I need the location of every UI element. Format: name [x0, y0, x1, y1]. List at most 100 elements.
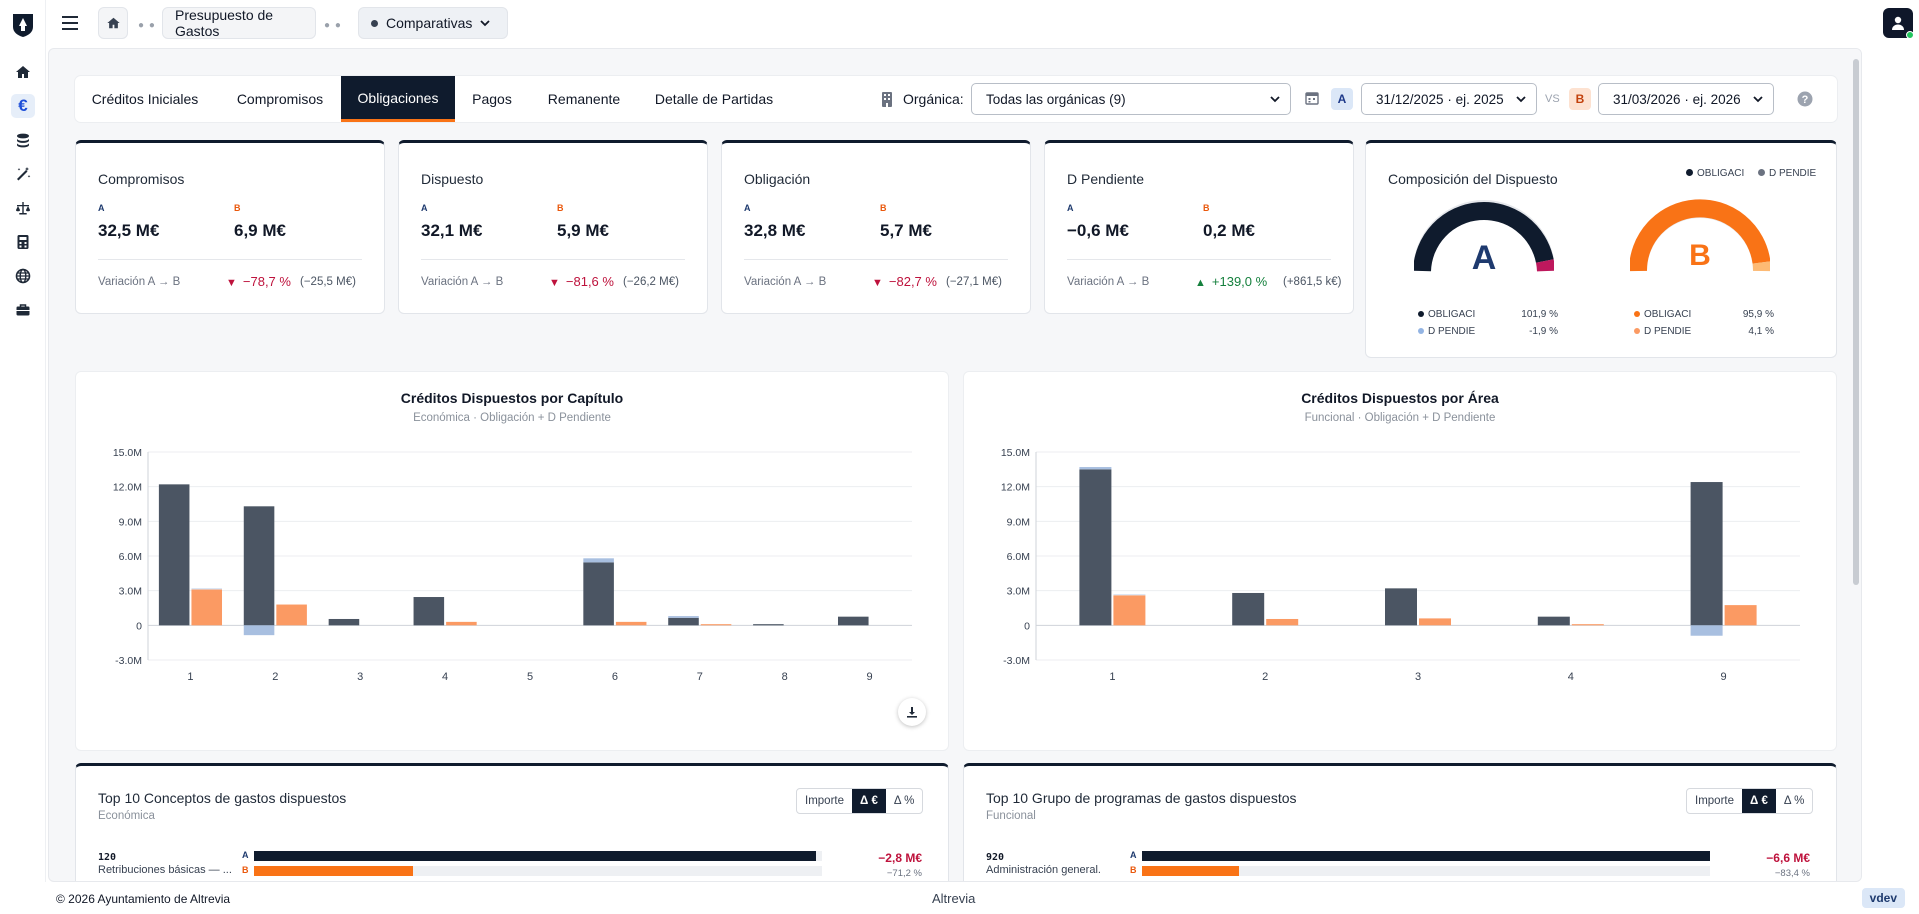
- building-icon: [882, 92, 892, 107]
- bar-a: [158, 484, 190, 626]
- menu-icon[interactable]: [62, 16, 78, 30]
- row-code: 920: [986, 852, 1005, 863]
- tab-pagos[interactable]: Pagos: [472, 91, 512, 107]
- briefcase-icon[interactable]: [11, 298, 35, 322]
- legend-d-pendie[interactable]: D PENDIE: [1758, 168, 1816, 179]
- row-a-label: A: [1130, 850, 1137, 860]
- x-tick-label: 9: [866, 671, 872, 683]
- toggle-delta-pct[interactable]: Δ %: [1783, 795, 1805, 807]
- row-b-bar[interactable]: [1142, 866, 1239, 876]
- scale-icon[interactable]: [11, 196, 35, 220]
- kpi-b-label: B: [880, 203, 887, 213]
- bar-a: [753, 624, 784, 626]
- euro-icon[interactable]: €: [11, 94, 35, 118]
- row-a-bar[interactable]: [254, 851, 817, 861]
- tab-creditos-iniciales[interactable]: Créditos Iniciales: [91, 91, 199, 107]
- top10-subtitle: Económica: [98, 810, 155, 822]
- current-dot-icon: [371, 19, 378, 27]
- vertical-scrollbar[interactable]: [1851, 49, 1861, 881]
- chart-card-capitulo: Créditos Dispuestos por Capítulo Económi…: [75, 371, 949, 751]
- kpi-divider: [1067, 259, 1331, 260]
- gauge-a-d-pendie-value: -1,9 %: [1529, 326, 1558, 337]
- tab-compromisos[interactable]: Compromisos: [236, 91, 324, 107]
- kpi-divider: [744, 259, 1008, 260]
- date-b-select[interactable]: 31/03/2026 · ej. 2026: [1598, 83, 1774, 115]
- arrow-down-icon: ▼: [549, 277, 560, 289]
- x-tick-label: 5: [527, 671, 533, 683]
- y-tick-label: 3.0M: [119, 586, 142, 598]
- coins-icon[interactable]: [11, 128, 35, 152]
- y-tick-label: 12.0M: [113, 482, 142, 494]
- breadcrumb-home[interactable]: [98, 7, 128, 39]
- side-rail: €: [0, 0, 46, 914]
- y-tick-label: 15.0M: [1001, 447, 1030, 459]
- tab-remanente[interactable]: Remanente: [547, 91, 621, 107]
- kpi-title: D Pendiente: [1067, 171, 1145, 187]
- bar-b: [615, 621, 647, 626]
- bar-a-pending: [243, 625, 275, 636]
- x-tick-label: 6: [612, 671, 618, 683]
- row-pct: −71,2 %: [886, 868, 922, 879]
- kpi-delta: ▼ −78,7 %: [226, 274, 291, 289]
- help-icon[interactable]: ?: [1797, 91, 1813, 107]
- organica-select[interactable]: Todas las orgánicas (9): [971, 83, 1291, 115]
- tab-obligaciones[interactable]: Obligaciones: [341, 76, 455, 122]
- gauge-b-letter: B: [1689, 239, 1711, 272]
- kpi-abs-delta: (−25,5 M€): [300, 276, 356, 288]
- chevron-down-icon: [1270, 96, 1280, 103]
- bar-a: [1385, 588, 1417, 626]
- city-shield-logo[interactable]: [10, 12, 36, 38]
- x-tick-label: 2: [1262, 671, 1268, 683]
- bar-a-pending: [1690, 625, 1723, 636]
- breadcrumb-section[interactable]: Presupuesto de Gastos: [162, 7, 316, 39]
- user-avatar[interactable]: [1883, 8, 1914, 39]
- top10-card-conceptos: Top 10 Conceptos de gastos dispuestos Ec…: [75, 763, 949, 881]
- kpi-abs-delta: (−27,1 M€): [946, 276, 1002, 288]
- row-b-bar[interactable]: [254, 866, 414, 876]
- toggle-delta-eur[interactable]: Δ €: [852, 789, 886, 813]
- kpi-b-value: 5,9 M€: [557, 221, 609, 240]
- calculator-icon[interactable]: [11, 230, 35, 254]
- calendar-icon: [1305, 92, 1319, 105]
- bar-b: [446, 621, 477, 626]
- badge-a: A: [1331, 88, 1353, 110]
- chevron-down-icon: [1516, 96, 1526, 103]
- legend-obligaci[interactable]: OBLIGACI: [1686, 168, 1744, 179]
- y-tick-label: 6.0M: [1007, 551, 1030, 563]
- footer-copyright: © 2026 Ayuntamiento de Altrevia: [56, 892, 231, 906]
- toggle-delta-pct[interactable]: Δ %: [893, 795, 915, 807]
- toggle-importe[interactable]: Importe: [805, 795, 844, 807]
- x-tick-label: 1: [187, 671, 193, 683]
- kpi-b-value: 6,9 M€: [234, 221, 286, 240]
- row-code: 120: [98, 852, 117, 863]
- gauge-b: [1630, 199, 1770, 272]
- breadcrumb-current-dropdown[interactable]: Comparativas: [358, 7, 508, 39]
- toggle-delta-eur[interactable]: Δ €: [1742, 789, 1776, 813]
- kpi-a-label: A: [744, 203, 751, 213]
- kpi-title: Obligación: [744, 171, 811, 187]
- download-button[interactable]: [898, 698, 926, 726]
- kpi-a-value: −0,6 M€: [1067, 221, 1129, 240]
- composition-card: Composición del Dispuesto OBLIGACI D PEN…: [1365, 140, 1837, 358]
- gauge-a-row-obligaci: OBLIGACI: [1418, 309, 1475, 320]
- y-tick-label: 9.0M: [1007, 516, 1030, 528]
- kpi-variation-label: Variación A → B: [421, 276, 504, 288]
- y-tick-label: 9.0M: [119, 516, 142, 528]
- tab-detalle-partidas[interactable]: Detalle de Partidas: [654, 91, 774, 107]
- row-a-bar[interactable]: [1142, 851, 1710, 861]
- kpi-a-label: A: [421, 203, 428, 213]
- breadcrumb-separator: ● ●: [324, 20, 342, 31]
- row-delta: −6,6 M€: [1766, 851, 1810, 865]
- magic-wand-icon[interactable]: [11, 162, 35, 186]
- globe-icon[interactable]: [11, 264, 35, 288]
- metric-toggle: Importe Δ € Δ %: [1686, 788, 1814, 814]
- date-a-select[interactable]: 31/12/2025 · ej. 2025: [1361, 83, 1537, 115]
- scrollbar-thumb[interactable]: [1853, 59, 1859, 585]
- kpi-a-value: 32,8 M€: [744, 221, 806, 240]
- kpi-divider: [98, 259, 362, 260]
- download-icon: [907, 707, 917, 718]
- gauge-b-row-obligaci: OBLIGACI: [1634, 309, 1691, 320]
- kpi-title: Compromisos: [98, 171, 185, 187]
- home-icon[interactable]: [11, 60, 35, 84]
- toggle-importe[interactable]: Importe: [1695, 795, 1734, 807]
